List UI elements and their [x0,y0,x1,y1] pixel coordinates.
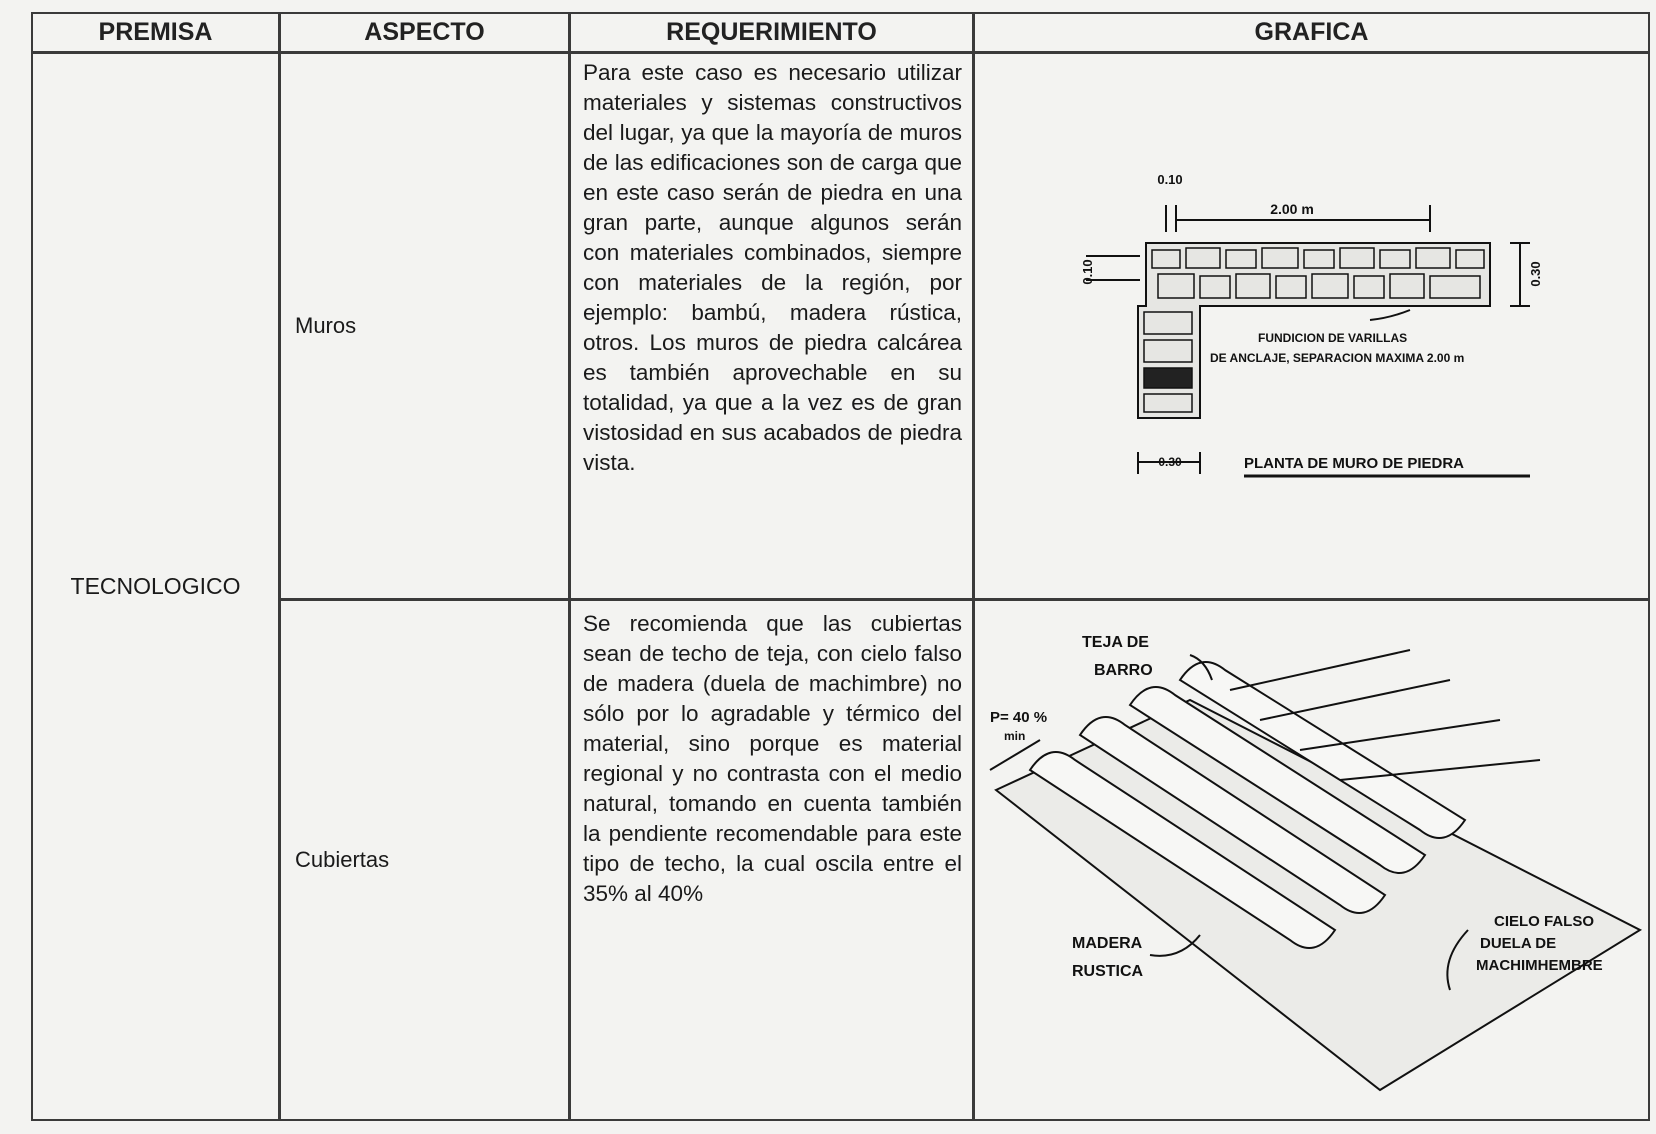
label: BARRO [1094,662,1153,679]
graphic-cell [973,599,1650,1121]
dimension: 0.30 [1528,261,1543,286]
roof-drawing [989,649,1643,1092]
dimension: 0.30 [1158,455,1182,469]
dimension: 2.00 m [1270,201,1314,217]
label: MACHIMHEMBRE [1476,957,1603,974]
label: min [1004,729,1025,743]
caption: PLANTA DE MURO DE PIEDRA [1244,455,1464,472]
note: DE ANCLAJE, SEPARACION MAXIMA 2.00 m [1210,351,1464,365]
wall-plan [1086,205,1530,478]
label: P= 40 % [990,709,1047,726]
note: FUNDICION DE VARILLAS [1258,331,1407,345]
label: CIELO FALSO [1494,913,1594,930]
requirement-cell: Se recomienda que las cubiertas sean de … [569,599,974,1121]
label: RUSTICA [1072,963,1144,980]
dimension: 0.10 [1157,172,1182,187]
label: MADERA [1072,935,1143,952]
label: TEJA DE [1082,634,1149,651]
label: DUELA DE [1480,935,1556,952]
dimension: 0.10 [1080,259,1095,284]
requirement-cell: Para este caso es necesario utilizar mat… [569,52,974,600]
